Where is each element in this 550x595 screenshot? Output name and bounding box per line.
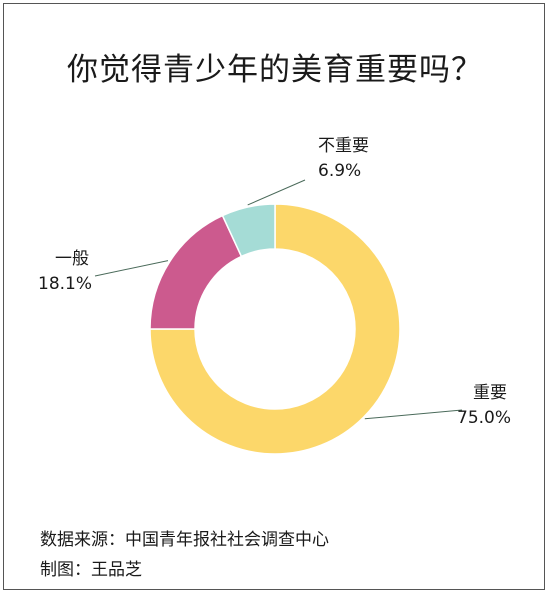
source-note: 数据来源：中国青年报社社会调查中心 [40,530,329,550]
leader-line-2 [94,260,169,277]
donut-slice-2 [149,214,243,330]
slice-category-label: 一般 [55,249,89,269]
donut-slice-1 [149,203,401,455]
leader-line-3 [247,179,306,206]
maker-note: 制图：王品芝 [40,560,142,580]
slice-category-label: 不重要 [318,136,369,156]
chart-title: 你觉得青少年的美育重要吗？ [67,52,483,88]
slice-value-label: 75.0% [457,408,511,428]
leader-lines [94,179,463,420]
leader-line-1 [364,409,463,420]
donut-slice-3 [221,203,276,258]
slice-category-label: 重要 [473,383,507,403]
slice-value-label: 18.1% [38,274,92,294]
slice-labels: 重要 75.0% 一般 18.1% 不重要 6.9% [38,136,511,428]
slice-value-label: 6.9% [318,161,361,181]
donut-slices [149,203,401,455]
chart-frame [3,3,545,590]
